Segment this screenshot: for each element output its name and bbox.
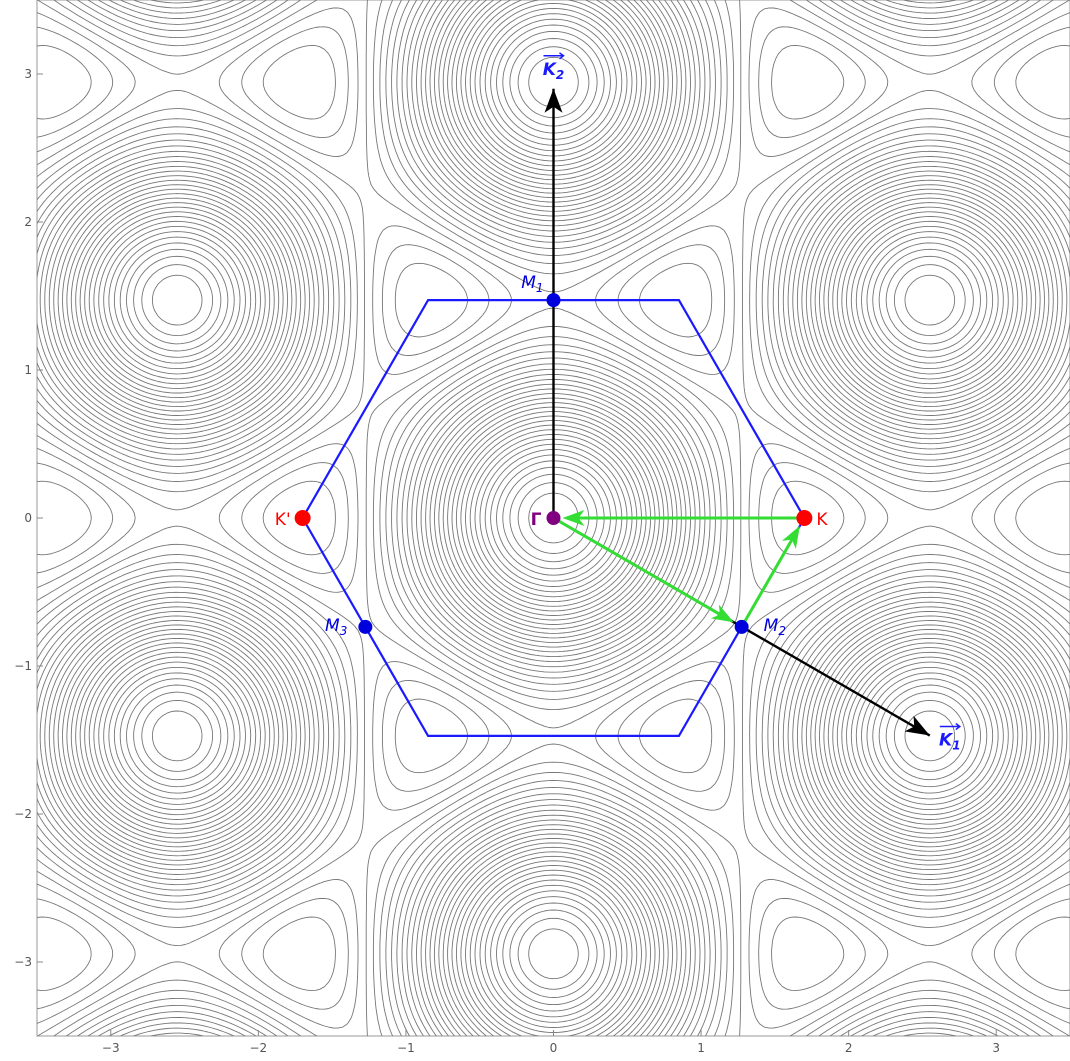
high-symmetry-path bbox=[552, 510, 805, 628]
point-labels: Γ K K' M1 M2 M3 K2 K1 bbox=[275, 52, 962, 753]
contour-level-33 bbox=[141, 46, 966, 990]
contour-level-27 bbox=[103, 8, 1004, 1028]
contour-level-17 bbox=[57, 0, 1050, 1036]
vector-K1-overarrow bbox=[939, 722, 962, 731]
y-tick-label: 3 bbox=[24, 67, 32, 81]
y-tick-label: 0 bbox=[24, 511, 32, 525]
contour-level-15 bbox=[48, 0, 1059, 1036]
contour-level-8 bbox=[37, 0, 1070, 1036]
contour-level-2 bbox=[37, 26, 1070, 1010]
path-arrow-1 bbox=[552, 516, 726, 619]
label-M1: M1 bbox=[521, 273, 543, 295]
y-tick-label: 1 bbox=[24, 363, 32, 377]
contour-level-1 bbox=[37, 44, 1070, 992]
contour-level-26 bbox=[98, 3, 1009, 1033]
contour-level-4 bbox=[37, 0, 1070, 1036]
contour-level-34 bbox=[151, 56, 956, 980]
x-tick-label: −1 bbox=[397, 1041, 415, 1055]
x-tick-label: −2 bbox=[250, 1041, 268, 1055]
contour-level-25 bbox=[93, 0, 1014, 1036]
point-Kp bbox=[294, 510, 311, 526]
x-tick-label: −3 bbox=[102, 1041, 120, 1055]
label-Kp: K' bbox=[275, 510, 291, 530]
x-tick-label: 1 bbox=[697, 1041, 705, 1055]
y-tick-label: −2 bbox=[14, 807, 32, 821]
contour-level-30 bbox=[119, 24, 988, 1012]
point-M2 bbox=[734, 619, 749, 634]
contour-level-32 bbox=[133, 38, 974, 998]
contour-level-21 bbox=[75, 0, 1032, 1036]
x-tick-label: 0 bbox=[550, 1041, 558, 1055]
x-tick-label: 2 bbox=[845, 1041, 853, 1055]
contour-level-9 bbox=[37, 0, 1070, 1036]
contour-level-16 bbox=[53, 0, 1054, 1036]
vector-K2-arrowhead bbox=[544, 88, 563, 113]
point-K bbox=[796, 510, 813, 526]
x-tick-label: 3 bbox=[992, 1041, 1000, 1055]
y-tick-label: 2 bbox=[24, 215, 32, 229]
contour-level-13 bbox=[39, 0, 1068, 1036]
contour-level-23 bbox=[84, 0, 1023, 1036]
contour-level-18 bbox=[62, 0, 1045, 1036]
contour-level-14 bbox=[44, 0, 1063, 1036]
label-K: K bbox=[816, 510, 828, 530]
vector-K2-overarrow bbox=[543, 52, 565, 60]
y-tick-label: −1 bbox=[14, 659, 32, 673]
point-M3 bbox=[358, 619, 373, 634]
y-tick-label: −3 bbox=[14, 955, 32, 969]
contour-level-31 bbox=[126, 30, 981, 1006]
contour-lines bbox=[37, 0, 1070, 1036]
contour-level-22 bbox=[79, 0, 1028, 1036]
label-vector-K1: K1 bbox=[939, 731, 961, 753]
contour-level-11 bbox=[37, 0, 1070, 1036]
path-arrow-2 bbox=[740, 533, 797, 628]
vector-K1-arrowhead bbox=[904, 715, 930, 736]
contour-level-12 bbox=[37, 0, 1070, 1036]
point-M1 bbox=[546, 293, 561, 308]
label-M2: M2 bbox=[764, 616, 786, 638]
path-arrow-2-head bbox=[781, 525, 800, 549]
contour-level-7 bbox=[37, 0, 1070, 1036]
label-vector-K2: K2 bbox=[543, 60, 565, 82]
contour-level-29 bbox=[113, 18, 994, 1018]
contour-level-5 bbox=[37, 0, 1070, 1036]
axis-ticks: −3 −2 −1 0 1 2 3 −3 −2 −1 0 1 2 3 bbox=[14, 67, 1000, 1055]
contour-level-20 bbox=[70, 0, 1037, 1036]
contour-level-3 bbox=[37, 7, 1070, 1029]
contour-level-24 bbox=[88, 0, 1019, 1036]
label-M3: M3 bbox=[325, 616, 347, 638]
point-Gamma bbox=[546, 511, 561, 525]
contour-level-19 bbox=[66, 0, 1041, 1036]
path-arrow-3-head bbox=[562, 510, 585, 526]
label-Gamma: Γ bbox=[531, 510, 542, 530]
path-arrow-1-head bbox=[710, 604, 734, 623]
high-symmetry-points bbox=[294, 293, 813, 634]
contour-level-6 bbox=[37, 0, 1070, 1036]
